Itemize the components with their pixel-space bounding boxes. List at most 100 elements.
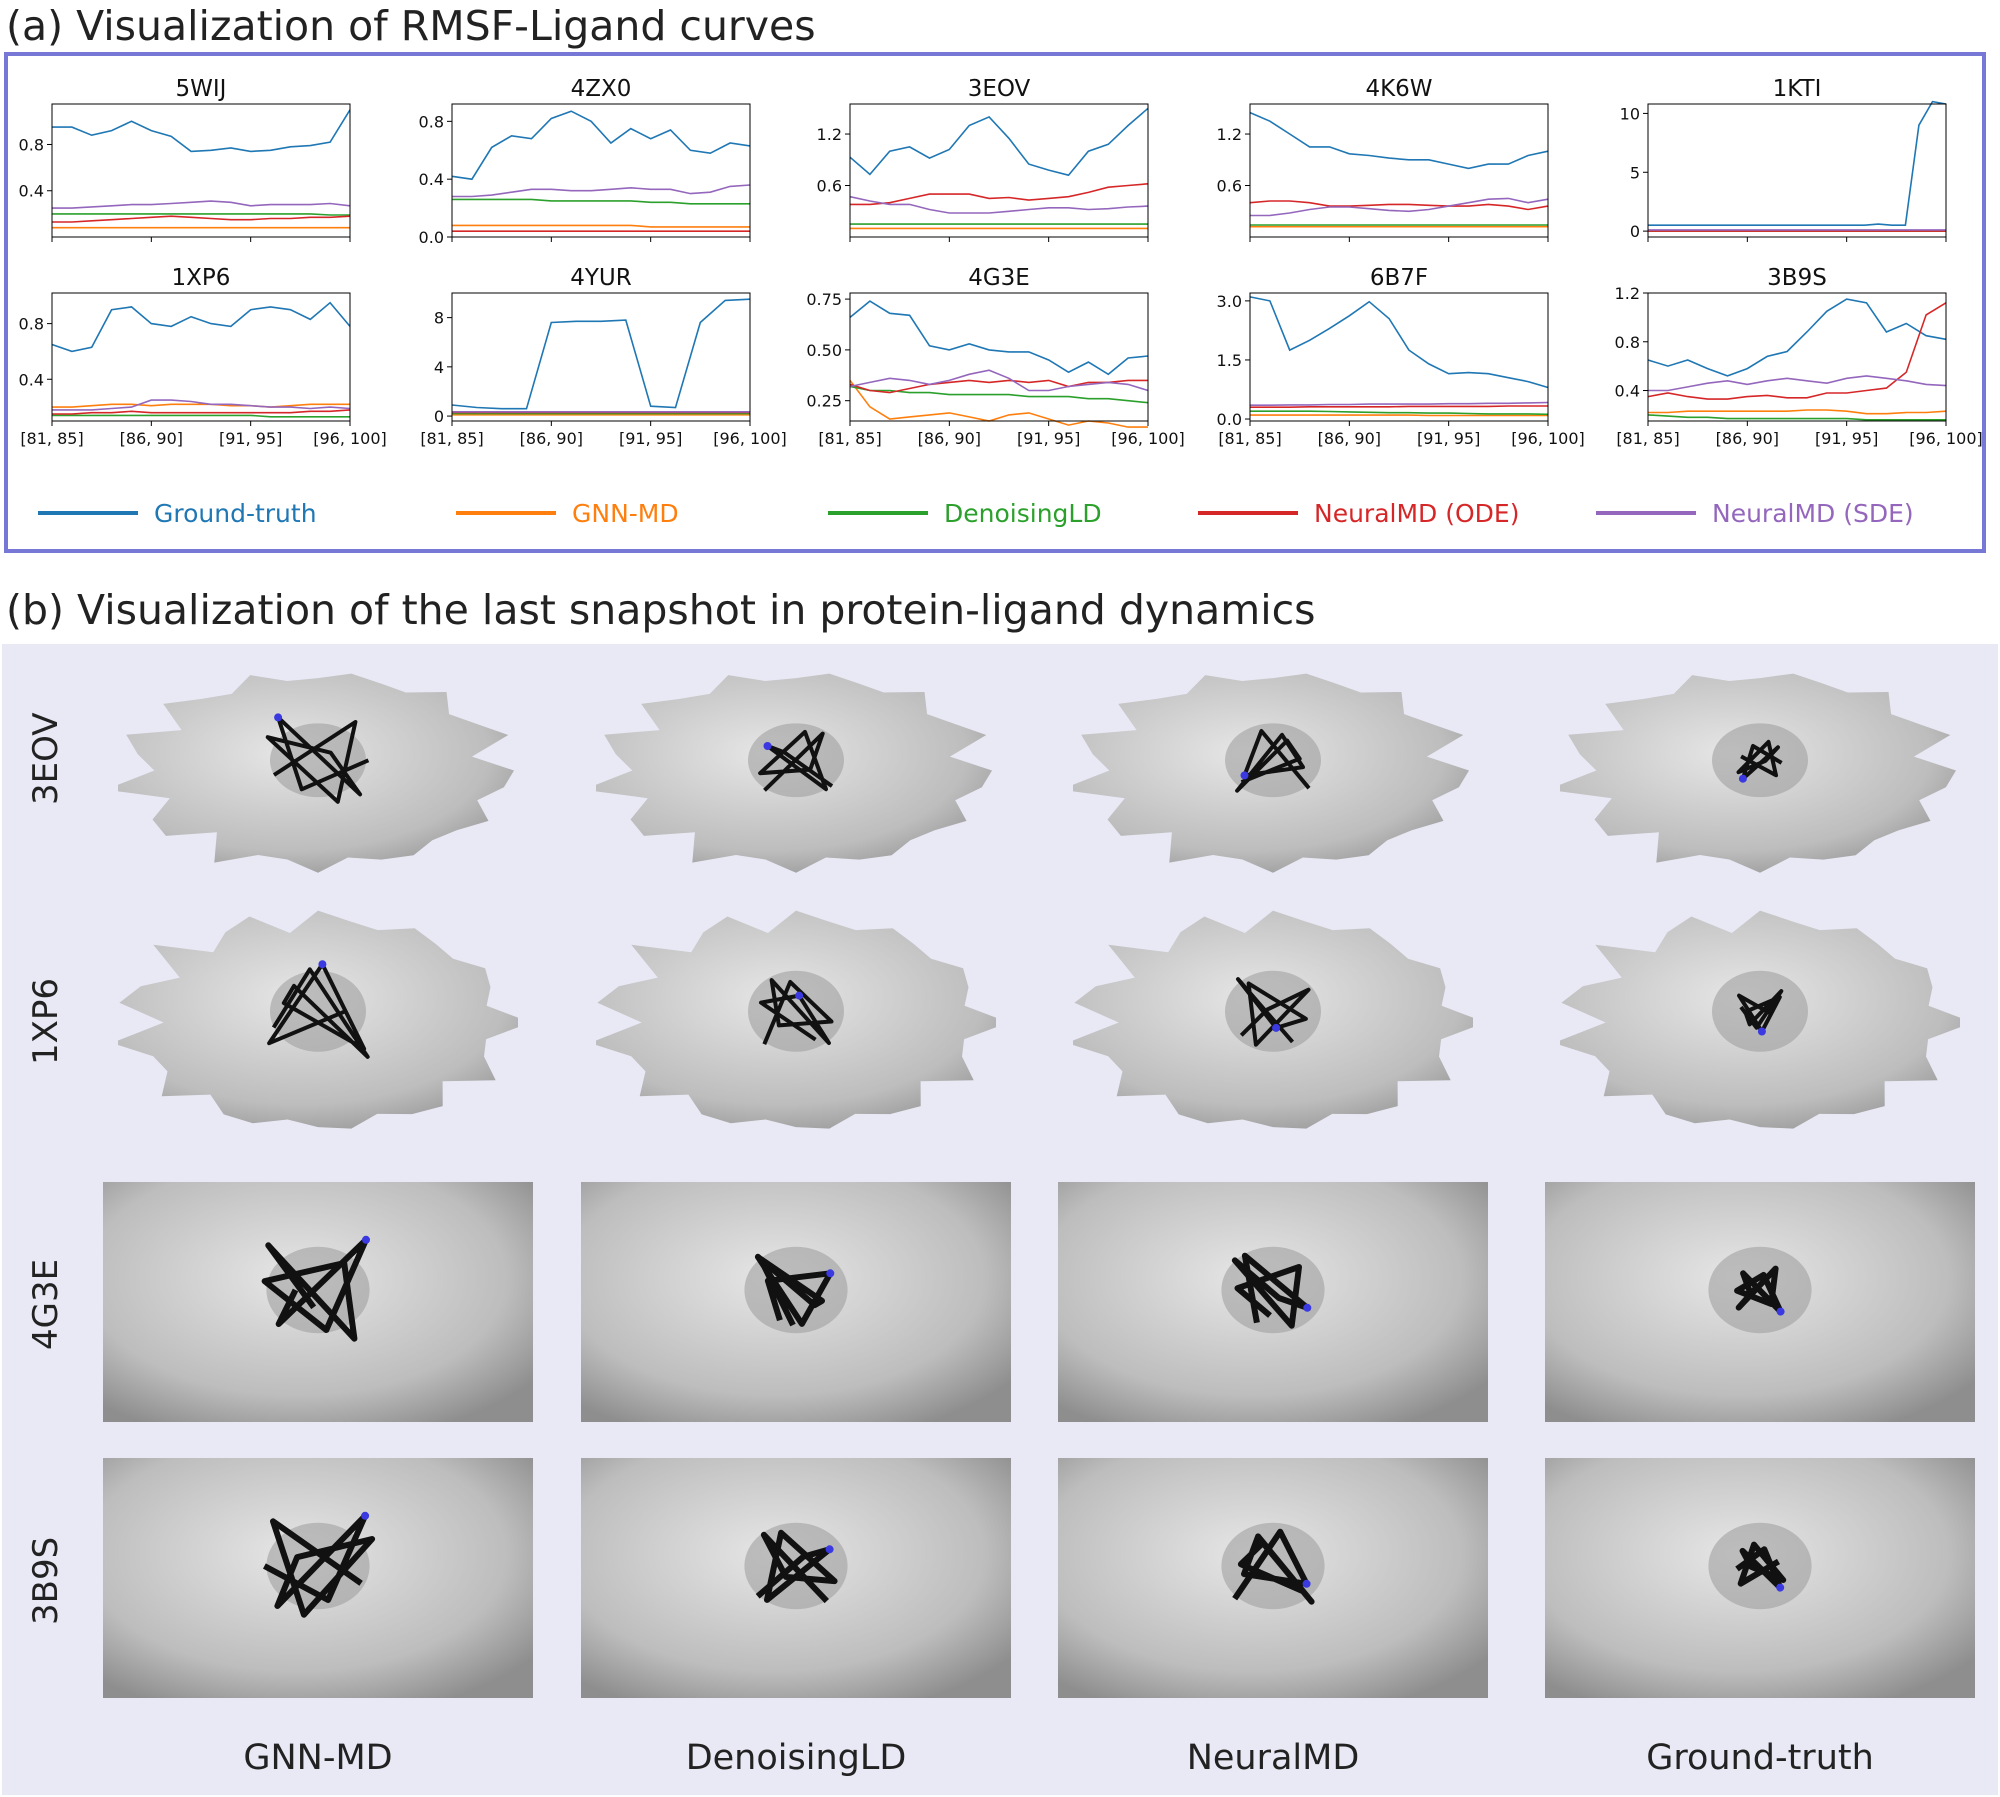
- row-label-1xp6: 1XP6: [26, 977, 66, 1065]
- rmsf-chart-frame: [4, 52, 1986, 553]
- chart-axes: [51, 103, 351, 238]
- ligand-sticks: [1231, 1252, 1311, 1329]
- series-line-denoisingld: [452, 198, 750, 205]
- snapshot-1xp6-denoisingld: [596, 910, 996, 1129]
- nitrogen-atom: [274, 713, 283, 722]
- snapshot-3b9s-ground-truth: [1545, 1458, 1975, 1698]
- y-tick-label: 0.4: [19, 370, 44, 389]
- x-tick-label: [86, 90]: [520, 429, 583, 448]
- legend-label: GNN-MD: [572, 499, 679, 528]
- nitrogen-atom: [826, 1269, 835, 1278]
- chart-axes: [451, 292, 751, 422]
- series-line-ground-truth: [51, 301, 351, 353]
- snapshot-1xp6-neuralmd: [1073, 910, 1473, 1129]
- snapshot-4g3e-denoisingld: [581, 1182, 1011, 1422]
- chart-title: 4ZX0: [571, 76, 632, 102]
- y-tick-label: 0.8: [1615, 333, 1640, 352]
- legend-item-neuralmd-ode-: NeuralMD (ODE): [1198, 499, 1519, 528]
- chart-title: 4G3E: [968, 265, 1030, 291]
- chart-axes: [51, 292, 351, 422]
- y-tick-label: 0: [1630, 222, 1640, 241]
- snapshot-4g3e-ground-truth: [1545, 1182, 1975, 1422]
- chart-axes: [1647, 103, 1947, 238]
- x-tick-label: [86, 90]: [1716, 429, 1779, 448]
- nitrogen-atom: [362, 1235, 370, 1244]
- series-line-neuralmd-ode-: [850, 183, 1149, 206]
- ligand-sticks: [755, 1529, 838, 1604]
- snapshot-3b9s-neuralmd: [1058, 1458, 1488, 1698]
- chart-3eov: 3EOV 0.6 1.2: [817, 76, 1149, 242]
- ligand-sticks: [1236, 977, 1311, 1047]
- column-label-denoisingld: DenoisingLD: [685, 1738, 907, 1778]
- ligand-sticks: [262, 1512, 376, 1618]
- series-line-ground-truth: [1647, 298, 1947, 377]
- x-tick-label: [91, 95]: [1417, 429, 1480, 448]
- x-tick-label: [86, 90]: [120, 429, 183, 448]
- ligand-sticks: [758, 729, 834, 792]
- series-line-neuralmd-ode-: [1647, 302, 1947, 400]
- y-tick-label: 0.6: [1217, 177, 1242, 196]
- y-tick-label: 1.2: [1217, 125, 1242, 144]
- row-label-4g3e: 4G3E: [26, 1258, 66, 1350]
- series-line-neuralmd-sde-: [52, 399, 351, 411]
- nitrogen-atom: [1303, 1303, 1312, 1312]
- legend-label: DenoisingLD: [944, 499, 1102, 528]
- legend-item-denoisingld: DenoisingLD: [828, 499, 1102, 528]
- row-label-3eov: 3EOV: [26, 712, 66, 805]
- y-tick-label: 0.4: [1615, 382, 1640, 401]
- ligand-sticks: [1737, 989, 1784, 1034]
- chart-4zx0: 4ZX0 0.0 0.4 0.8: [419, 76, 751, 247]
- chart-title: 6B7F: [1370, 265, 1428, 291]
- nitrogen-atom: [825, 1545, 834, 1554]
- chart-title: 4K6W: [1365, 76, 1432, 102]
- y-tick-label: 3.0: [1217, 292, 1242, 311]
- series-line-denoisingld: [1647, 414, 1946, 421]
- series-line-neuralmd-ode-: [52, 215, 351, 223]
- chart-title: 3EOV: [968, 76, 1031, 102]
- nitrogen-atom: [1240, 771, 1249, 780]
- snapshot-4g3e-gnn-md: [103, 1182, 533, 1422]
- binding-pocket: [1712, 723, 1808, 798]
- x-tick-label: [91, 95]: [1815, 429, 1878, 448]
- snapshot-4g3e-neuralmd: [1058, 1182, 1488, 1422]
- series-line-ground-truth: [1249, 296, 1549, 389]
- y-tick-label: 8: [434, 309, 444, 328]
- series-line-gnn-md: [452, 224, 750, 228]
- y-tick-label: 1.2: [817, 125, 842, 144]
- row-label-3b9s: 3B9S: [26, 1536, 66, 1625]
- chart-axes: [451, 103, 751, 238]
- x-tick-label: [81, 85]: [1218, 429, 1281, 448]
- section-b-title: (b) Visualization of the last snapshot i…: [6, 586, 1316, 634]
- snapshot-3eov-ground-truth: [1560, 673, 1956, 873]
- x-tick-label: [86, 90]: [1318, 429, 1381, 448]
- x-tick-label: [96, 100]: [713, 429, 787, 448]
- chart-title: 3B9S: [1767, 265, 1827, 291]
- chart-1kti: 1KTI 0 5 10: [1620, 76, 1947, 242]
- series-line-denoisingld: [1250, 410, 1549, 416]
- y-tick-label: 0: [434, 407, 444, 426]
- series-line-denoisingld: [52, 414, 350, 418]
- x-tick-label: [96, 100]: [313, 429, 387, 448]
- ligand-sticks: [1235, 729, 1311, 793]
- series-line-neuralmd-ode-: [849, 379, 1148, 394]
- y-tick-label: 0.4: [19, 182, 44, 201]
- legend-label: NeuralMD (ODE): [1314, 499, 1519, 528]
- nitrogen-atom: [763, 742, 772, 750]
- x-tick-label: [91, 95]: [219, 429, 282, 448]
- nitrogen-atom: [318, 960, 327, 969]
- x-tick-label: [81, 85]: [20, 429, 83, 448]
- x-tick-label: [96, 100]: [1111, 429, 1185, 448]
- chart-4k6w: 4K6W 0.6 1.2: [1217, 76, 1549, 242]
- series-line-neuralmd-sde-: [849, 195, 1149, 214]
- chart-axes: [849, 103, 1149, 238]
- series-line-neuralmd-sde-: [52, 200, 351, 209]
- chart-title: 1XP6: [172, 265, 231, 291]
- rmsf-charts: 5WIJ 0.4 0.8 4ZX0 0.0 0.4 0.8 3EOV 0.6 1.2 4K6W 0.6…: [19, 76, 1983, 528]
- ligand-sticks: [1232, 1528, 1315, 1605]
- chart-axes: [1249, 103, 1549, 238]
- snapshot-3eov-neuralmd: [1073, 673, 1469, 873]
- nitrogen-atom: [1302, 1579, 1311, 1588]
- series-line-ground-truth: [52, 109, 351, 153]
- x-tick-label: [86, 90]: [918, 429, 981, 448]
- series-line-neuralmd-ode-: [1250, 405, 1548, 409]
